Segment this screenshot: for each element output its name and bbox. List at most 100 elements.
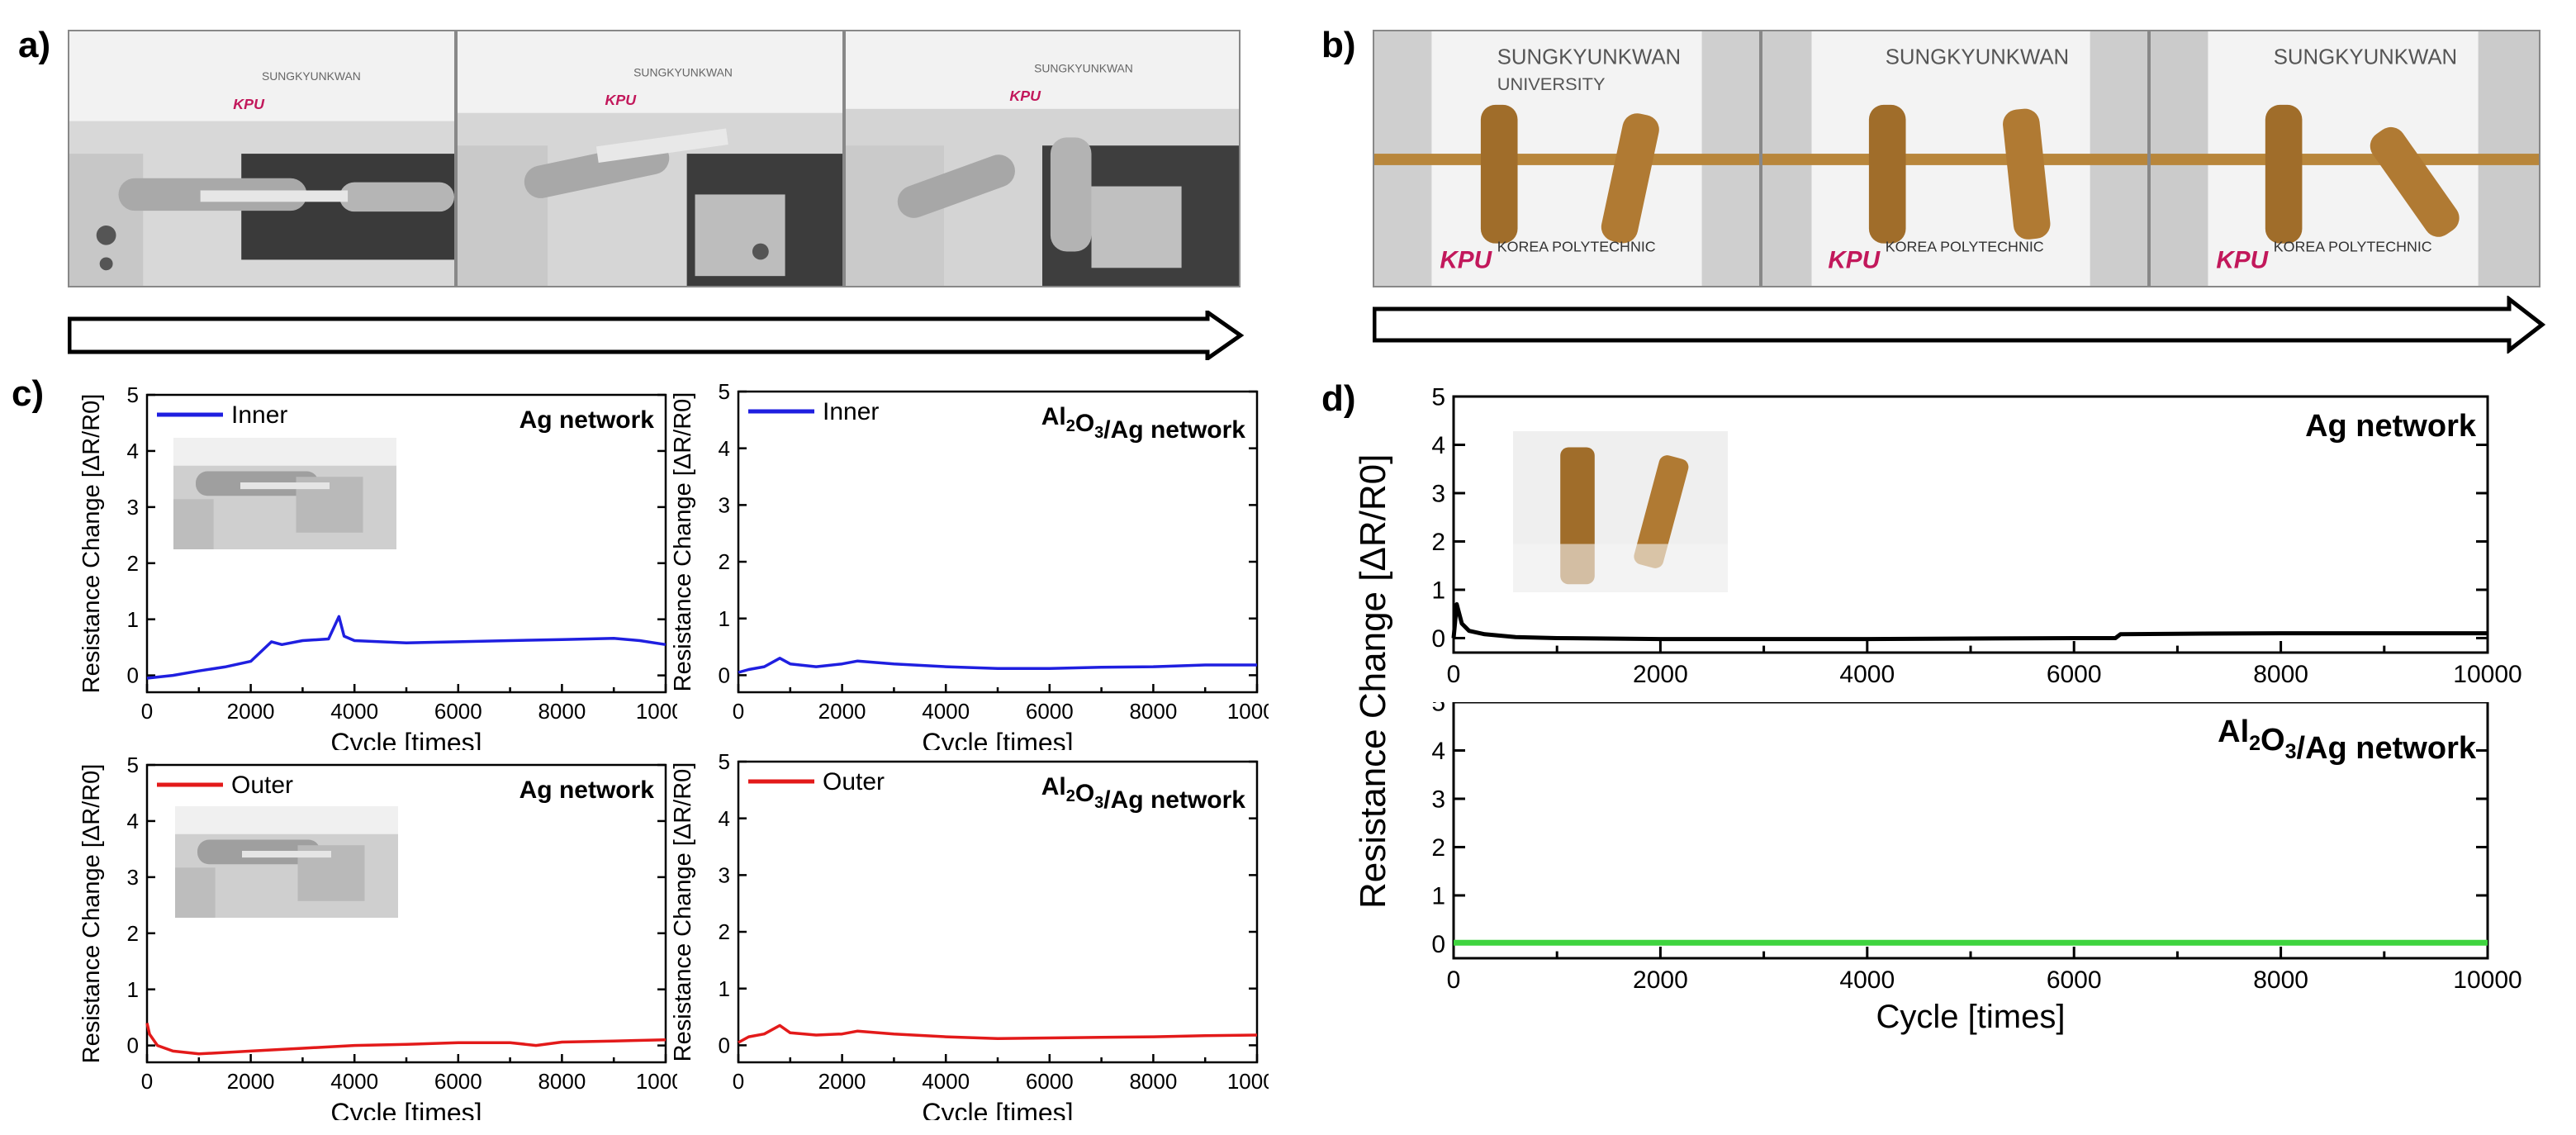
photo-kpu-text: KPU — [1009, 88, 1041, 104]
chart-c-inner-ag: 0 1 2 3 4 5 0 2000 4000 6000 8000 10000 Inner Ag netw… — [78, 382, 677, 750]
x-tick-label: 0 — [141, 699, 153, 724]
x-tick-label: 2000 — [818, 1069, 866, 1094]
x-tick-label: 0 — [1447, 661, 1461, 688]
y-tick-label: 3 — [127, 495, 139, 520]
y-axis-label: Resistance Change [ΔR/R0] — [78, 394, 105, 694]
y-tick-label: 2 — [719, 919, 730, 944]
y-tick-label: 4 — [127, 439, 139, 463]
y-axis-label: Resistance Change [ΔR/R0] — [670, 392, 696, 692]
x-tick-label: 10000 — [636, 699, 677, 724]
y-tick-label: 3 — [719, 492, 730, 517]
y-tick-label: 0 — [127, 663, 139, 688]
inset-photo — [173, 438, 396, 549]
photo-univ-text-2: UNIVERSITY — [1497, 74, 1606, 94]
y-tick-label: 1 — [1431, 577, 1445, 604]
y-tick-label: 3 — [1431, 480, 1445, 507]
photo-a-1: SUNGKYUNKWAN KPU — [68, 30, 456, 287]
photo-b-1: SUNGKYUNKWAN UNIVERSITY KPU KOREA POLYTE… — [1373, 30, 1761, 287]
panel-label-d: d) — [1321, 378, 1356, 419]
series-panel-label: Ag network — [519, 776, 655, 804]
x-tick-label: 10000 — [2453, 966, 2521, 994]
series-line — [738, 1023, 1258, 1044]
y-tick-label: 1 — [127, 977, 139, 1002]
inset-rod — [1634, 455, 1689, 568]
inset-wall — [173, 438, 396, 466]
x-tick-label: 8000 — [1129, 1069, 1177, 1094]
inset-photo — [1513, 431, 1728, 592]
inset-strip — [240, 482, 330, 490]
d-y-axis-label-text: Resistance Change [ΔR/R0] — [1353, 454, 1393, 909]
inset-photo — [175, 806, 398, 918]
y-tick-label: 2 — [127, 921, 139, 946]
photo-kpu-text: KPU — [2216, 246, 2269, 273]
x-tick-label: 6000 — [1026, 699, 1074, 724]
legend-label: Inner — [231, 401, 287, 429]
series-line — [145, 1023, 667, 1056]
x-tick-label: 2000 — [227, 1069, 275, 1094]
chart-c-inner-al2o3: 0 1 2 3 4 5 0 2000 4000 6000 8000 10000 Inner Al2O3/A… — [670, 379, 1269, 750]
photo-univ-text: SUNGKYUNKWAN — [262, 69, 361, 83]
x-tick-label: 10000 — [1227, 1069, 1269, 1094]
x-axis-label: Cycle [times] — [330, 728, 482, 750]
y-tick-label: 3 — [127, 865, 139, 890]
photo-kpu-text: KPU — [1440, 246, 1492, 273]
x-tick-label: 6000 — [1026, 1069, 1074, 1094]
chart-d-ag: 0 1 2 3 4 5 0 2000 4000 6000 8000 10000 Ag network — [1431, 388, 2521, 688]
x-axis-label: Cycle [times] — [922, 728, 1073, 750]
x-axis-label: Cycle [times] — [922, 1098, 1073, 1120]
y-tick-label: 5 — [1431, 702, 1445, 717]
photo-kpu-text: KPU — [605, 92, 637, 108]
series-panel-label: Al2O3/Ag network — [2218, 715, 2477, 766]
photo-univ-text: SUNGKYUNKWAN — [2274, 46, 2457, 69]
y-tick-label: 2 — [127, 551, 139, 576]
x-tick-label: 2000 — [818, 699, 866, 724]
y-tick-label: 0 — [1431, 625, 1445, 653]
photo-univ-text: SUNGKYUNKWAN — [1034, 61, 1133, 74]
panel-label-c: c) — [12, 373, 45, 414]
photo-univ-text: SUNGKYUNKWAN — [1886, 46, 2069, 69]
x-tick-label: 8000 — [2253, 966, 2308, 994]
inset-wall — [175, 806, 398, 834]
y-tick-label: 0 — [719, 1033, 730, 1057]
photo-a-3: SUNGKYUNKWAN KPU — [844, 30, 1241, 287]
x-tick-label: 8000 — [1129, 699, 1177, 724]
x-tick-label: 0 — [733, 1069, 744, 1094]
photo-univ-text: SUNGKYUNKWAN — [1497, 46, 1681, 69]
y-tick-label: 1 — [127, 607, 139, 632]
y-tick-label: 5 — [719, 749, 730, 774]
series-panel-label: Al2O3/Ag network — [1041, 403, 1246, 444]
x-tick-label: 8000 — [538, 699, 586, 724]
y-tick-label: 5 — [719, 379, 730, 404]
photo-b-2: SUNGKYUNKWAN KPU KOREA POLYTECHNIC — [1761, 30, 2149, 287]
y-axis-label: Resistance Change [ΔR/R0] — [670, 762, 696, 1062]
x-tick-label: 4000 — [330, 1069, 378, 1094]
photo-kpu-name: KOREA POLYTECHNIC — [1497, 239, 1656, 255]
x-tick-label: 10000 — [636, 1069, 677, 1094]
y-tick-label: 2 — [1431, 529, 1445, 556]
photo-a-2: SUNGKYUNKWAN KPU — [456, 30, 844, 287]
chart-d-al2o3: 0 1 2 3 4 5 0 2000 4000 6000 8000 10000 Al2O3/Ag net… — [1431, 702, 2522, 1035]
x-tick-label: 4000 — [922, 699, 970, 724]
y-tick-label: 5 — [127, 753, 139, 777]
y-tick-label: 2 — [719, 549, 730, 574]
photo-kpu-text: KPU — [233, 96, 265, 112]
series-line — [738, 657, 1257, 674]
legend-label: Inner — [823, 398, 879, 425]
series-line — [1451, 602, 2488, 642]
y-tick-label: 5 — [127, 382, 139, 407]
panel-label-b: b) — [1321, 25, 1356, 65]
x-tick-label: 2000 — [1633, 661, 1688, 688]
y-tick-label: 3 — [1431, 786, 1445, 813]
y-tick-label: 2 — [1431, 834, 1445, 862]
x-tick-label: 2000 — [227, 699, 275, 724]
x-tick-label: 4000 — [1839, 661, 1895, 688]
photo-kpu-name: KOREA POLYTECHNIC — [2274, 239, 2432, 255]
x-tick-label: 2000 — [1633, 966, 1688, 994]
series-line — [146, 615, 667, 680]
inset-stand — [175, 867, 216, 918]
x-tick-label: 6000 — [434, 699, 482, 724]
y-axis-label: Resistance Change [ΔR/R0] — [78, 764, 105, 1064]
x-tick-label: 10000 — [2453, 661, 2521, 688]
x-axis-label: Cycle [times] — [1876, 999, 2066, 1035]
y-tick-label: 4 — [1431, 738, 1445, 765]
